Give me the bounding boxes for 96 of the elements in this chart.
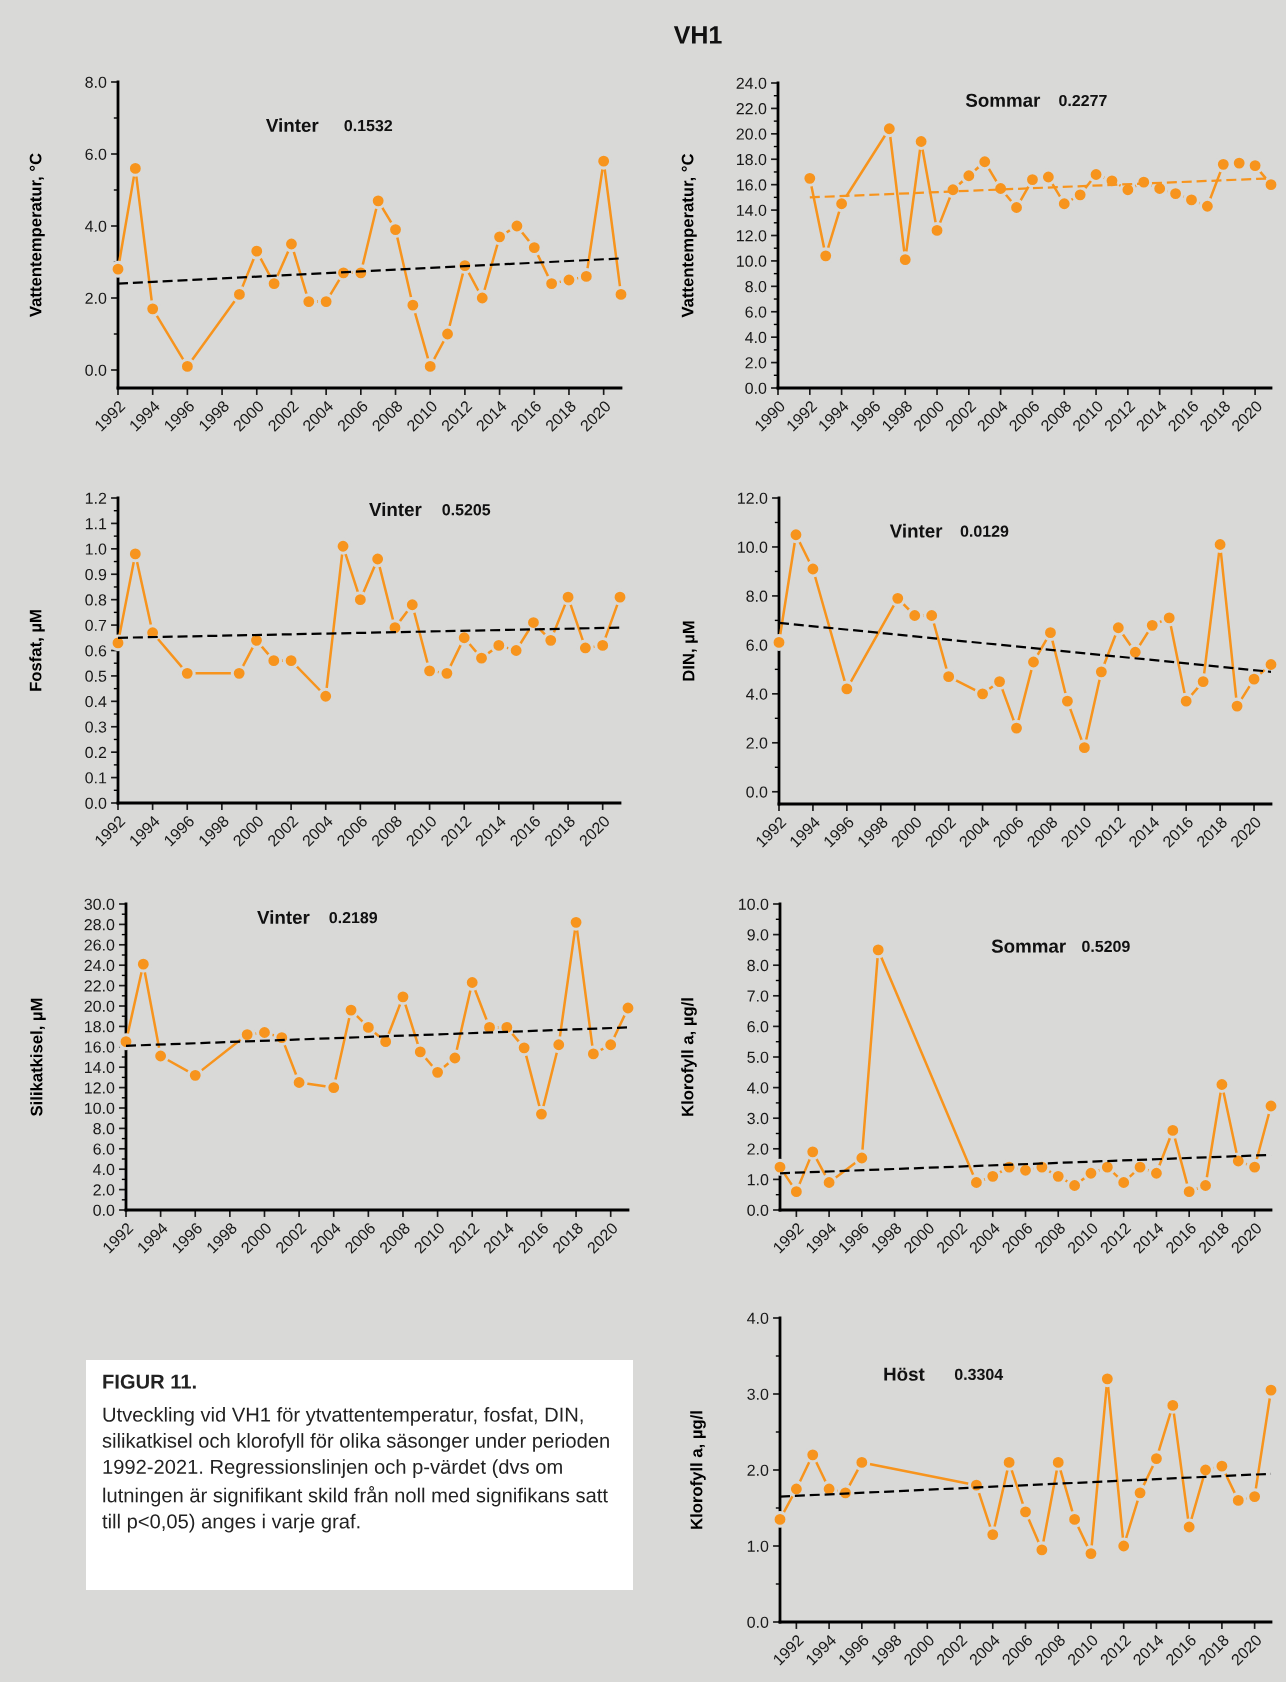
- y-tick-label: 6.0: [746, 639, 768, 651]
- y-axis-title: Klorofyll a, µg/l: [681, 998, 697, 1116]
- text: VH1: [673, 26, 722, 44]
- y-axis-title: Fosfat, µM: [29, 610, 45, 691]
- y-tick-label: 0.0: [746, 786, 768, 798]
- y-tick-label: 10.0: [737, 255, 767, 267]
- y-tick-label: 6.0: [745, 306, 767, 318]
- y-tick-label: 7.0: [747, 990, 769, 1002]
- y-tick-label: 4.0: [745, 331, 767, 344]
- chart-title: Vinter: [257, 910, 310, 925]
- y-tick-label: 0.4: [85, 695, 107, 708]
- y-tick-label: 12.0: [85, 1082, 115, 1094]
- y-tick-label: 0.6: [85, 645, 107, 657]
- y-tick-label: 8.0: [745, 280, 767, 293]
- annotation: 0.1532: [344, 119, 393, 132]
- y-tick-label: 6.0: [93, 1143, 115, 1155]
- y-tick-label: 18.0: [737, 153, 767, 166]
- y-tick-label: 4.0: [746, 688, 768, 700]
- y-tick-label: 6.0: [747, 1021, 769, 1033]
- y-tick-label: 4.0: [93, 1163, 115, 1176]
- point: [359, 1018, 377, 1036]
- y-tick-label: 2.0: [85, 292, 107, 304]
- y-tick-label: 8.0: [85, 76, 107, 88]
- y-tick-label: 12.0: [738, 492, 768, 504]
- y-tick-label: 22.0: [84, 980, 115, 992]
- y-tick-label: 5.0: [747, 1051, 769, 1063]
- y-tick-label: 16.0: [85, 1041, 115, 1053]
- point: [960, 167, 978, 185]
- y-tick-label: 24.0: [736, 77, 767, 89]
- y-tick-label: 0.1: [85, 772, 107, 784]
- y-tick-label: 14.0: [85, 1061, 115, 1074]
- text: FIGUR 11.: [103, 1374, 196, 1389]
- y-tick-label: 10.0: [85, 1102, 115, 1114]
- y-tick-label: 0.3: [85, 721, 107, 733]
- y-tick-label: 1.2: [85, 492, 107, 504]
- y-tick-label: 0.0: [745, 382, 767, 394]
- y-axis-title: Vattentemperatur, °C: [681, 153, 697, 318]
- y-axis-title: Silikatkisel, µM: [30, 998, 46, 1116]
- y-tick-label: 2.0: [746, 737, 768, 749]
- y-tick-label: 1.0: [747, 1540, 769, 1552]
- y-tick-label: 0.5: [85, 670, 107, 682]
- y-tick-label: 0.0: [85, 364, 107, 376]
- y-tick-label: 24.0: [84, 959, 115, 972]
- y-tick-label: 12.0: [737, 230, 767, 242]
- y-tick-label: 4.0: [85, 220, 107, 232]
- annotation: 0.2189: [329, 911, 378, 924]
- y-tick-label: 10.0: [739, 898, 769, 910]
- y-tick-label: 2.0: [747, 1143, 769, 1155]
- y-tick-label: 14.0: [737, 204, 767, 217]
- y-tick-label: 0.2: [85, 746, 107, 759]
- y-tick-label: 10.0: [738, 541, 768, 553]
- y-tick-label: 18.0: [85, 1021, 115, 1033]
- y-tick-label: 4.0: [747, 1082, 769, 1094]
- y-axis-title: DIN, µM: [682, 621, 698, 681]
- annotation: 0.2277: [1059, 94, 1107, 107]
- y-tick-label: 8.0: [747, 959, 769, 972]
- y-tick-label: 0.0: [747, 1616, 769, 1628]
- y-tick-label: 2.0: [747, 1464, 769, 1476]
- y-axis-title: Klorofyll a, µg/l: [690, 1411, 706, 1529]
- annotation: 0.5209: [1082, 940, 1130, 953]
- y-tick-label: 0.0: [747, 1204, 769, 1216]
- annotation: 0.3304: [954, 1368, 1004, 1381]
- text: Vinter: [889, 523, 943, 538]
- y-tick-label: 22.0: [736, 103, 767, 115]
- annotation: 0.0129: [960, 525, 1009, 537]
- y-tick-label: 8.0: [93, 1123, 115, 1135]
- y-tick-label: 3.0: [747, 1388, 769, 1400]
- y-tick-label: 9.0: [747, 929, 769, 941]
- y-tick-label: 1.0: [747, 1174, 769, 1186]
- y-tick-label: 8.0: [746, 590, 768, 602]
- y-tick-label: 28.0: [84, 919, 115, 931]
- text: Höst: [884, 1367, 925, 1381]
- y-axis-title: Vattentemperatur, °C: [29, 153, 45, 317]
- y-tick-label: 20.0: [736, 128, 767, 140]
- y-tick-label: 0.8: [85, 594, 107, 606]
- chart-title: Sommar: [965, 93, 1041, 107]
- y-tick-label: 1.0: [85, 543, 107, 555]
- y-tick-label: 6.0: [85, 148, 107, 160]
- y-tick-label: 30.0: [84, 898, 115, 910]
- chart-title: Vinter: [369, 502, 422, 517]
- y-tick-label: 20.0: [84, 1000, 115, 1012]
- y-tick-label: 0.9: [85, 568, 107, 581]
- y-tick-label: 3.0: [747, 1112, 769, 1125]
- y-tick-label: 4.0: [747, 1312, 769, 1324]
- y-tick-label: 0.0: [93, 1204, 115, 1216]
- text: Utveckling vid VH1 för ytvattentemperatur, fosfat, DIN, silikatkisel och klorofyll för olika säsonger under perioden 1992-2021. Regressionslinjen och p-värdet (dvs om lutningen är signifikant skild från noll med signifikans satt till p<0,05) anges i varje graf.: [102, 1407, 609, 1533]
- y-tick-label: 26.0: [84, 939, 115, 951]
- text: Vinter: [266, 118, 319, 133]
- y-tick-label: 0.0: [85, 797, 107, 809]
- y-tick-label: 16.0: [737, 179, 767, 191]
- text: Sommar: [991, 939, 1066, 953]
- annotation: 0.5205: [442, 504, 491, 516]
- y-tick-label: 1.1: [85, 518, 107, 530]
- y-tick-label: 0.7: [85, 619, 107, 632]
- y-tick-label: 2.0: [93, 1184, 115, 1196]
- y-tick-label: 2.0: [745, 357, 767, 369]
